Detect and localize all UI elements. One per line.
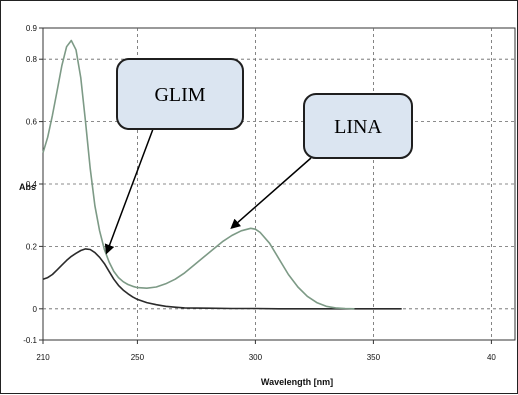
x-tick-label: 300 — [249, 353, 263, 362]
x-tick-label: 210 — [36, 353, 50, 362]
x-axis-label: Wavelength [nm] — [261, 377, 333, 387]
x-tick-label: 350 — [367, 353, 381, 362]
callout-box — [116, 58, 244, 130]
series-line-lina — [42, 39, 355, 310]
series-line-glim — [42, 248, 402, 310]
y-tick-label: 0.2 — [26, 242, 38, 251]
y-tick-label: 0.6 — [26, 118, 38, 127]
callout-label: GLIM — [154, 84, 205, 106]
y-tick-label: -0.1 — [23, 336, 37, 345]
callout-glim: GLIM — [104, 58, 244, 255]
x-tick-label: 40 — [487, 353, 496, 362]
y-tick-label: 0.8 — [26, 55, 38, 64]
callout-label: LINA — [334, 116, 382, 138]
y-tick-label: 0 — [33, 305, 38, 314]
y-tick-label: 0.4 — [26, 180, 38, 189]
callout-arrow — [230, 157, 312, 230]
y-tick-label: 0.9 — [26, 24, 38, 33]
y-axis-label: Abs — [19, 182, 36, 192]
callout-arrow — [104, 128, 154, 255]
callout-box — [303, 93, 413, 159]
callout-lina: LINA — [230, 93, 413, 230]
x-tick-label: 250 — [131, 353, 145, 362]
